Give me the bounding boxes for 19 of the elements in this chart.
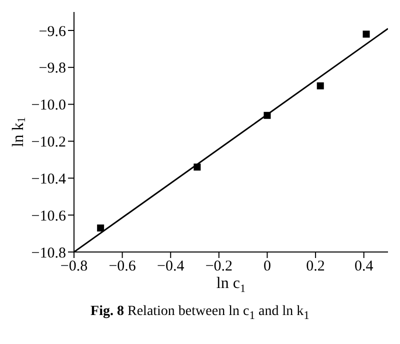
point [97,224,104,232]
y-tick-label: −10.6 [31,208,66,224]
x-tick-label: 0 [263,258,271,275]
point [316,82,324,90]
x-tick-label: −0.6 [108,258,136,275]
y-tick-label: −9.8 [38,60,66,77]
text: Fig. 8 Relation between ln c$_{1}$ and ln k$_{1}$ [90,304,310,322]
y-tick-label: −10.0 [31,98,66,114]
y-tick-label: −10.4 [31,171,66,188]
y-tick-label: −9.6 [38,24,66,40]
x-tick-label: −0.2 [205,258,233,275]
y-tick-label: −10.8 [31,245,66,262]
x-tick-label: −0.8 [60,258,88,275]
y-tick-label: −10.2 [31,134,66,151]
x-tick-label: 0.2 [306,258,325,275]
point [362,30,370,38]
x-tick-label: −0.4 [157,258,185,275]
x-tick-label: 0.4 [354,258,374,275]
x-axis-title: ln c$_{1}$ [216,275,246,295]
